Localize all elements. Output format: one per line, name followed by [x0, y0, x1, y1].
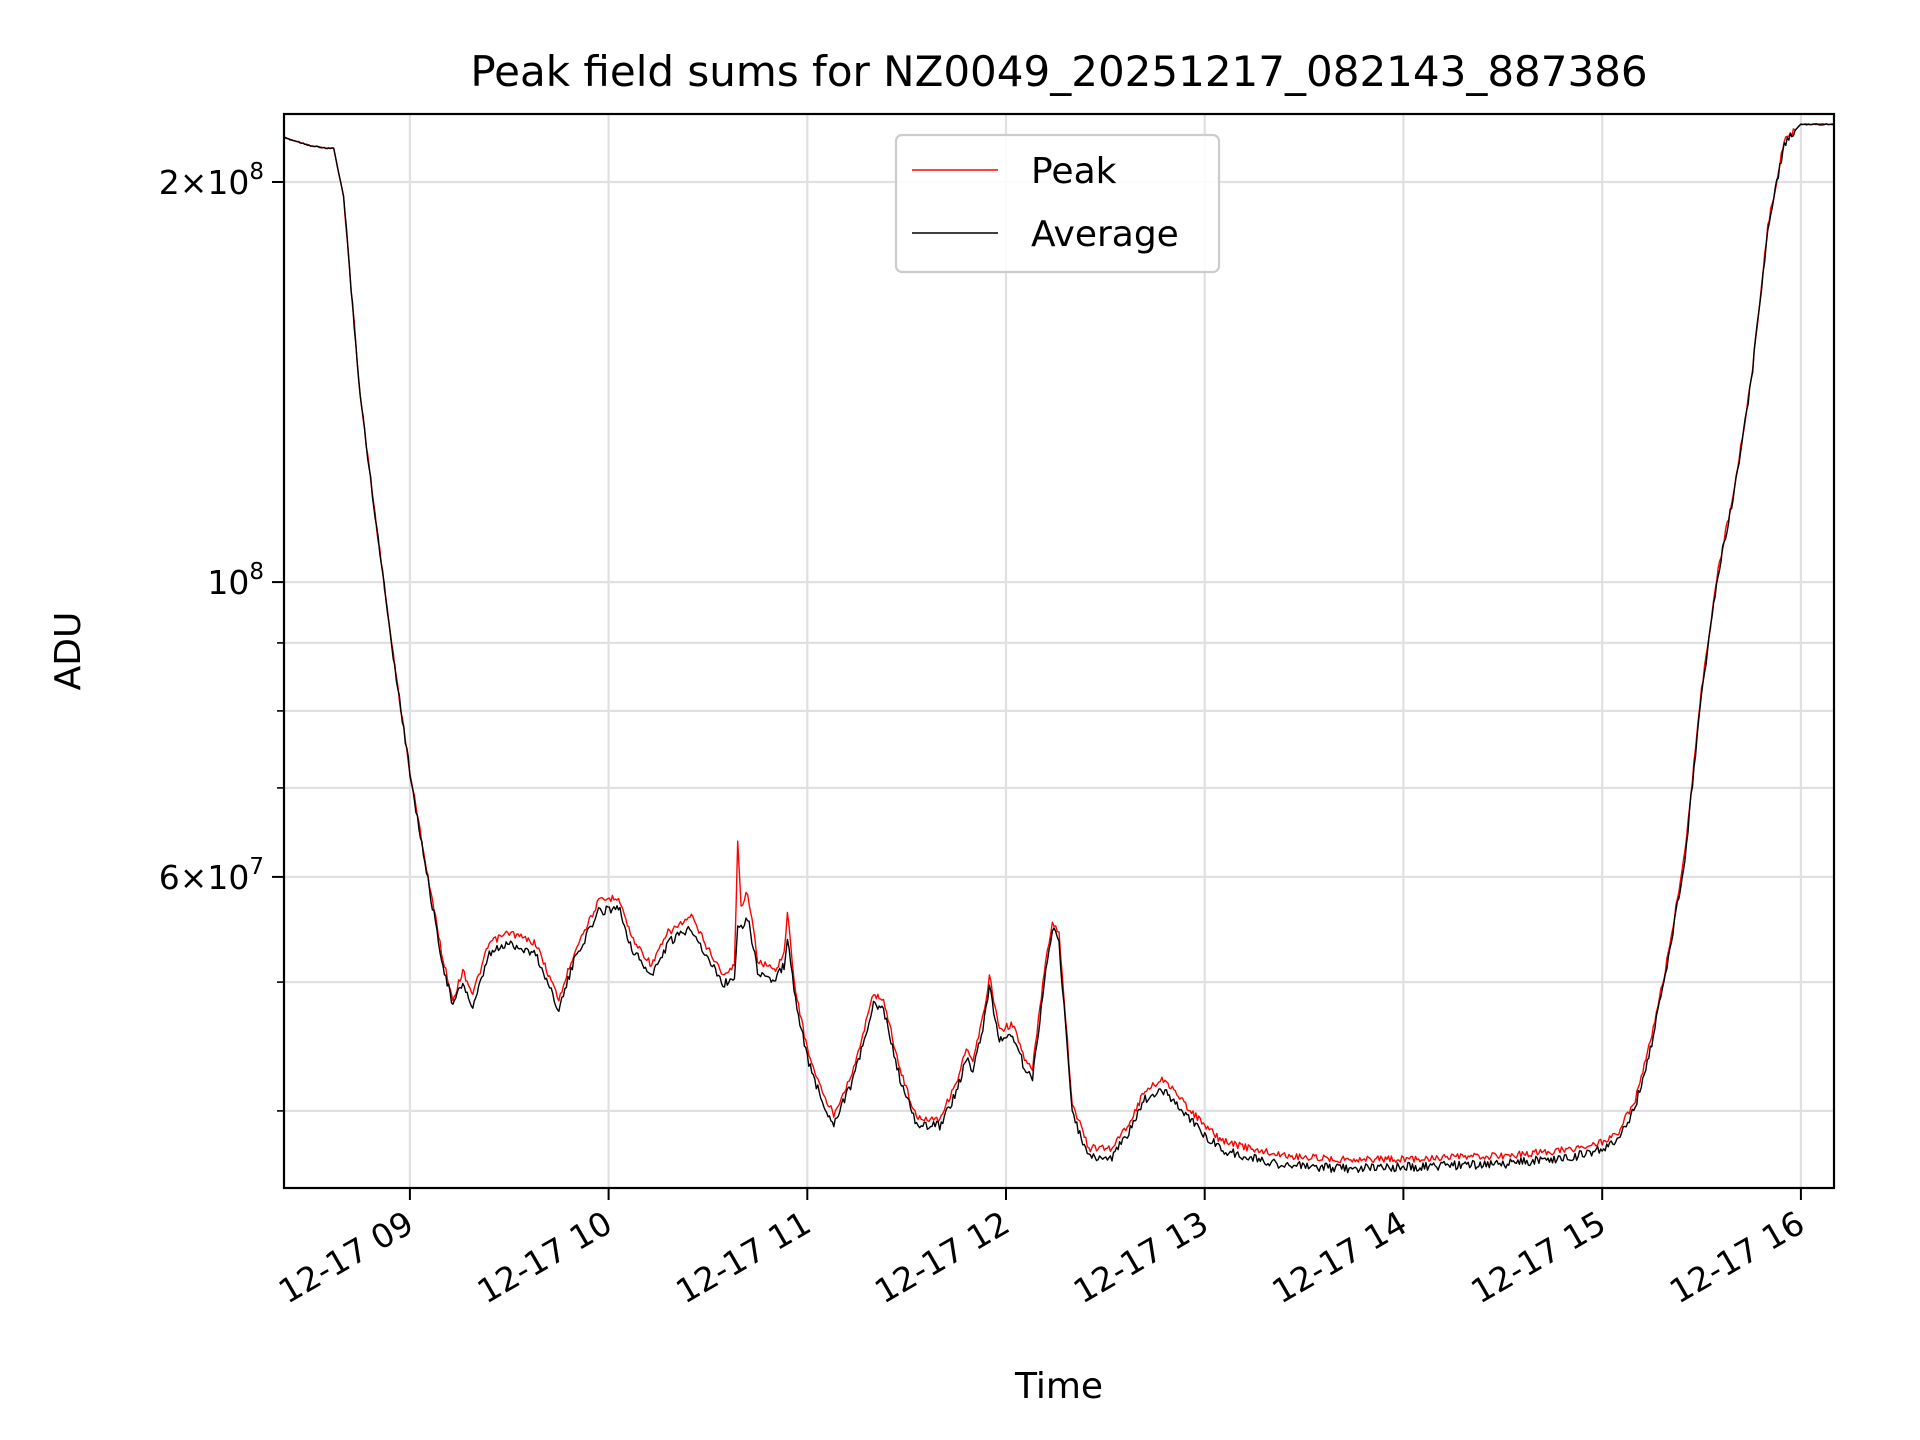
chart-title: Peak field sums for NZ0049_20251217_0821… [470, 47, 1647, 96]
series-line-peak [283, 123, 1835, 1164]
legend: Peak Average [894, 133, 1221, 274]
legend-label-average: Average [1031, 214, 1179, 255]
y-tick-label: 6×107 [159, 854, 264, 897]
grid-lines [284, 114, 1834, 1188]
y-axis-label: ADU [48, 612, 89, 691]
legend-frame [894, 133, 1221, 274]
series-layer [283, 123, 1835, 1174]
series-line-average [283, 123, 1835, 1174]
legend-label-peak: Peak [1031, 151, 1117, 192]
plot-area-frame [282, 112, 1836, 1190]
y-tick-label: 2×108 [159, 159, 264, 202]
x-axis-label: Time [1014, 1366, 1103, 1407]
